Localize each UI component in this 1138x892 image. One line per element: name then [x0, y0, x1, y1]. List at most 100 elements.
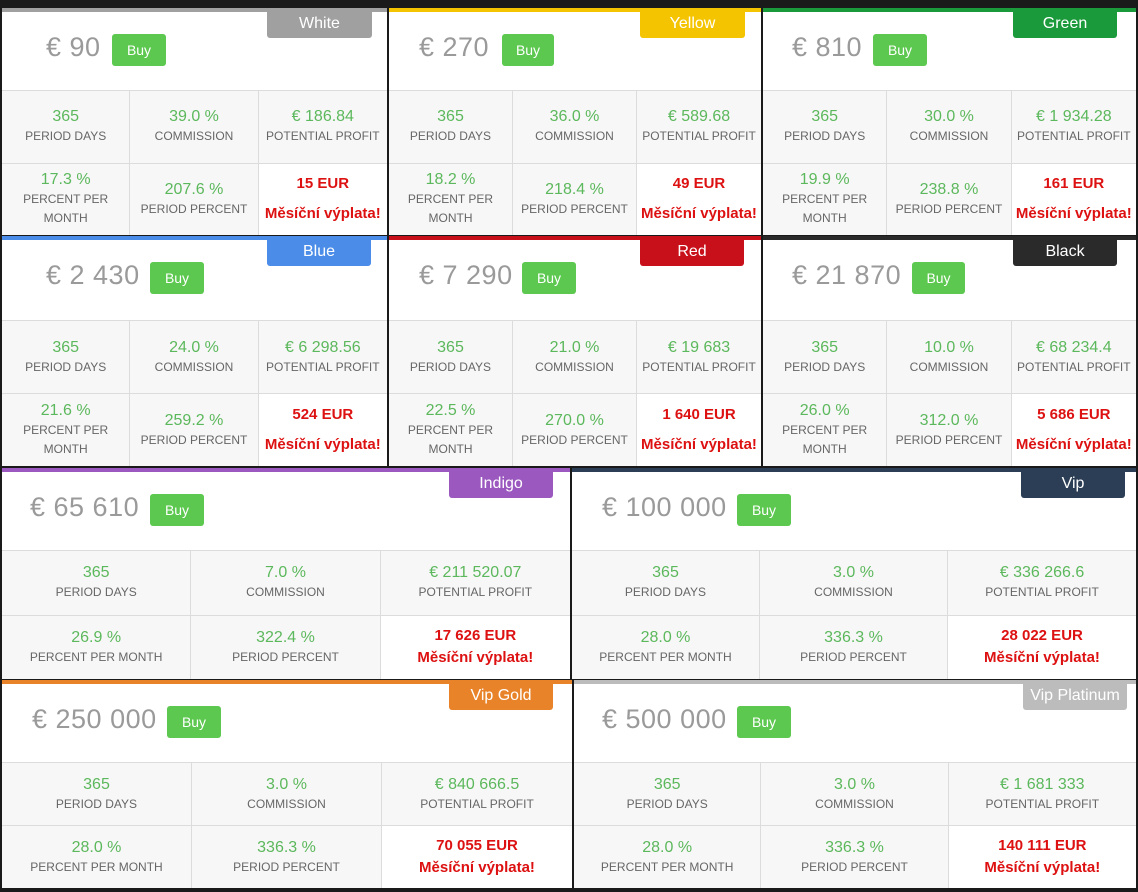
- commission-value: 21.0 %: [549, 338, 600, 356]
- potential-profit-label: POTENTIAL PROFIT: [1017, 129, 1131, 144]
- period-percent: 218.4 % PERIOD PERCENT: [513, 163, 637, 235]
- commission-value: 30.0 %: [924, 108, 974, 126]
- buy-button[interactable]: Buy: [912, 262, 965, 294]
- percent-per-month-label: PERCENT PER MONTH: [782, 423, 868, 456]
- commission-label: COMMISSION: [909, 129, 989, 144]
- commission-label: COMMISSION: [814, 585, 893, 600]
- commission: 3.0 % COMMISSION: [192, 763, 382, 826]
- commission-label: COMMISSION: [535, 129, 614, 144]
- period-percent: 322.4 % PERIOD PERCENT: [191, 615, 381, 679]
- potential-profit: € 1 681 333 POTENTIAL PROFIT: [948, 763, 1136, 826]
- commission: 30.0 % COMMISSION: [887, 91, 1012, 164]
- commission-label: COMMISSION: [246, 585, 325, 600]
- commission-label: COMMISSION: [909, 359, 989, 374]
- period-percent-value: 336.3 %: [825, 838, 884, 856]
- period-percent-label: PERIOD PERCENT: [521, 201, 628, 216]
- period-percent: 238.8 % PERIOD PERCENT: [887, 163, 1012, 235]
- plan-stats: 365 PERIOD DAYS 21.0 % COMMISSION € 19 683 PO…: [389, 320, 761, 466]
- potential-profit-label: POTENTIAL PROFIT: [266, 359, 380, 374]
- percent-per-month-label: PERCENT PER MONTH: [599, 649, 732, 664]
- commission-label: COMMISSION: [247, 796, 326, 811]
- period-days-label: PERIOD DAYS: [55, 585, 137, 600]
- monthly-payout-note: Měsíční výplata!: [984, 859, 1101, 876]
- period-percent: 336.3 % PERIOD PERCENT: [760, 615, 948, 679]
- plan-card-white: White € 90 Buy 365 PERIOD DAYS 39.0 % COMMISSI…: [2, 8, 387, 235]
- period-days-value: 365: [653, 775, 681, 793]
- buy-button[interactable]: Buy: [150, 494, 204, 526]
- plan-tag-indigo: Indigo: [449, 472, 553, 498]
- period-percent-label: PERIOD PERCENT: [801, 859, 908, 874]
- commission-label: COMMISSION: [154, 129, 234, 144]
- monthly-payout: 15 EUR Měsíční výplata!: [258, 163, 387, 235]
- buy-button[interactable]: Buy: [167, 706, 221, 738]
- period-days-value: 365: [811, 338, 839, 356]
- potential-profit-value: € 211 520.07: [429, 564, 522, 582]
- period-days-value: 365: [82, 564, 110, 582]
- plan-stats: 365 PERIOD DAYS 30.0 % COMMISSION € 1 934.28…: [763, 90, 1136, 235]
- plan-price: € 65 610: [30, 492, 140, 522]
- plan-tag-vip: Vip: [1021, 472, 1125, 498]
- potential-profit-label: POTENTIAL PROFIT: [642, 129, 756, 144]
- percent-per-month-label: PERCENT PER MONTH: [600, 859, 734, 874]
- period-percent-label: PERIOD PERCENT: [140, 201, 248, 216]
- potential-profit: € 211 520.07 POTENTIAL PROFIT: [380, 551, 570, 616]
- monthly-payout: 161 EUR Měsíční výplata!: [1011, 163, 1136, 235]
- commission-label: COMMISSION: [815, 796, 894, 811]
- period-percent: 336.3 % PERIOD PERCENT: [761, 826, 949, 888]
- buy-button[interactable]: Buy: [522, 262, 576, 294]
- buy-button[interactable]: Buy: [737, 494, 791, 526]
- plan-stats: 365 PERIOD DAYS 3.0 % COMMISSION € 1 681 333…: [574, 762, 1136, 888]
- period-days-value: 365: [52, 108, 80, 126]
- buy-button[interactable]: Buy: [737, 706, 791, 738]
- monthly-payout-note: Měsíční výplata!: [417, 649, 534, 667]
- period-percent-value: 312.0 %: [919, 411, 979, 429]
- percent-per-month: 21.6 % PERCENT PER MONTH: [2, 394, 131, 466]
- commission: 10.0 % COMMISSION: [887, 321, 1012, 394]
- percent-per-month: 26.9 % PERCENT PER MONTH: [2, 615, 192, 679]
- buy-button[interactable]: Buy: [112, 34, 166, 66]
- monthly-payout-note: Měsíční výplata!: [1015, 205, 1132, 223]
- percent-per-month: 28.0 % PERCENT PER MONTH: [2, 826, 192, 888]
- period-percent-label: PERIOD PERCENT: [521, 432, 628, 447]
- period-days: 365 PERIOD DAYS: [763, 321, 888, 394]
- plan-stats: 365 PERIOD DAYS 39.0 % COMMISSION € 186.84 PO…: [2, 90, 387, 235]
- monthly-payout-note: Měsíční výplata!: [641, 436, 757, 453]
- percent-per-month-label: PERCENT PER MONTH: [29, 649, 163, 664]
- plan-tag-blue: Blue: [267, 240, 371, 266]
- buy-button[interactable]: Buy: [150, 262, 204, 294]
- monthly-payout-amount: 49 EUR: [672, 175, 726, 193]
- potential-profit-value: € 19 683: [667, 338, 731, 356]
- period-days: 365 PERIOD DAYS: [572, 551, 760, 616]
- plan-price: € 810: [792, 32, 863, 62]
- plan-tag-white: White: [267, 12, 372, 38]
- percent-per-month-value: 22.5 %: [425, 402, 476, 419]
- potential-profit: € 6 298.56 POTENTIAL PROFIT: [258, 321, 387, 394]
- percent-per-month: 26.0 % PERCENT PER MONTH: [763, 394, 888, 466]
- potential-profit-label: POTENTIAL PROFIT: [420, 796, 534, 811]
- monthly-payout-note: Měsíční výplata!: [1015, 436, 1132, 453]
- plan-card-red: Red € 7 290 Buy 365 PERIOD DAYS 21.0 % COMMISS…: [389, 236, 761, 466]
- buy-button[interactable]: Buy: [873, 34, 927, 66]
- percent-per-month-value: 26.0 %: [799, 402, 850, 419]
- percent-per-month-label: PERCENT PER MONTH: [30, 859, 163, 874]
- plan-card-indigo: Indigo € 65 610 Buy 365 PERIOD DAYS 7.0 % COMM…: [2, 468, 570, 679]
- period-percent: 312.0 % PERIOD PERCENT: [887, 394, 1012, 466]
- plan-stats: 365 PERIOD DAYS 36.0 % COMMISSION € 589.68 PO…: [389, 90, 761, 235]
- commission-value: 3.0 %: [834, 775, 875, 793]
- commission-value: 7.0 %: [265, 564, 306, 582]
- percent-per-month-value: 28.0 %: [71, 838, 122, 856]
- period-percent-value: 238.8 %: [919, 180, 979, 198]
- period-percent-value: 322.4 %: [256, 628, 315, 646]
- buy-button[interactable]: Buy: [502, 34, 554, 66]
- period-days: 365 PERIOD DAYS: [2, 321, 131, 394]
- commission-value: 10.0 %: [924, 338, 974, 356]
- percent-per-month-label: PERCENT PER MONTH: [23, 192, 109, 226]
- commission: 24.0 % COMMISSION: [130, 321, 259, 394]
- period-percent-value: 207.6 %: [164, 180, 224, 198]
- plan-stats: 365 PERIOD DAYS 10.0 % COMMISSION € 68 234.4…: [763, 320, 1136, 466]
- plan-stats: 365 PERIOD DAYS 24.0 % COMMISSION € 6 298.56…: [2, 320, 387, 466]
- period-percent-label: PERIOD PERCENT: [232, 649, 339, 664]
- period-percent-label: PERIOD PERCENT: [895, 201, 1003, 216]
- monthly-payout-amount: 5 686 EUR: [1037, 406, 1111, 423]
- monthly-payout-amount: 1 640 EUR: [662, 406, 736, 423]
